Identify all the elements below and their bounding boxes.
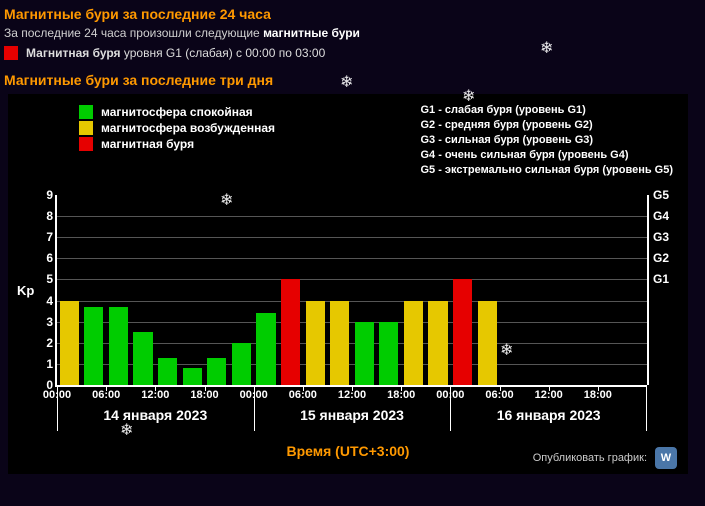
bar: [158, 358, 177, 385]
publish-label: Опубликовать график:: [533, 452, 647, 464]
y-tick-label: 2: [35, 336, 53, 350]
gridline: [57, 216, 647, 217]
bar: [207, 358, 226, 385]
bar: [330, 301, 349, 385]
subtitle-24h-pre: За последние 24 часа произошли следующие: [4, 26, 263, 40]
x-tick-label: 18:00: [584, 389, 612, 401]
legend-label-storm: магнитная буря: [101, 137, 194, 151]
legend-label-excited: магнитосфера возбужденная: [101, 121, 275, 135]
bar: [256, 313, 275, 385]
gridline: [57, 322, 647, 323]
bar: [183, 368, 202, 385]
gridline: [57, 279, 647, 280]
y-tick-label: 9: [35, 188, 53, 202]
page-root: Магнитные бури за последние 24 часа За п…: [0, 0, 705, 506]
legend-swatch-calm: [79, 105, 93, 119]
legend: магнитосфера спокойная магнитосфера возб…: [79, 103, 275, 153]
event-swatch-storm: [4, 46, 18, 60]
y-tick-label: 3: [35, 315, 53, 329]
chart-panel: магнитосфера спокойная магнитосфера возб…: [8, 94, 688, 474]
day-label: 14 января 2023: [103, 407, 207, 423]
bar: [306, 301, 325, 385]
bar: [428, 301, 447, 385]
event-rest: уровня G1 (слабая) с 00:00 по 03:00: [121, 46, 326, 60]
bar: [60, 301, 79, 385]
x-tick-label: 06:00: [289, 389, 317, 401]
scale-g2: G2 - средняя буря (уровень G2): [420, 118, 673, 133]
bar: [379, 322, 398, 385]
legend-swatch-excited: [79, 121, 93, 135]
scale-g5: G5 - экстремально сильная буря (уровень …: [420, 163, 673, 178]
x-tick-label: 06:00: [485, 389, 513, 401]
day-label: 16 января 2023: [497, 407, 601, 423]
g-scale-description: G1 - слабая буря (уровень G1) G2 - средн…: [420, 103, 673, 178]
bar: [478, 301, 497, 385]
kp-axis-label: Kp: [17, 283, 34, 298]
x-tick-label: 06:00: [92, 389, 120, 401]
vk-share-button[interactable]: W: [655, 447, 677, 469]
bar: [232, 343, 251, 385]
scale-g4: G4 - очень сильная буря (уровень G4): [420, 148, 673, 163]
g-tick-label: G1: [653, 272, 677, 286]
x-tick-label: 18:00: [387, 389, 415, 401]
g-tick-label: G5: [653, 188, 677, 202]
plot-area: 0123456789G1G2G3G4G500:0006:0012:0018:00…: [55, 195, 647, 387]
g-tick-label: G2: [653, 251, 677, 265]
bar: [133, 332, 152, 385]
y-tick-label: 6: [35, 251, 53, 265]
x-tick-label: 12:00: [141, 389, 169, 401]
right-axis-line: [647, 195, 649, 385]
bar: [109, 307, 128, 385]
event-bold: Магнитная буря: [26, 46, 121, 60]
day-separator: [57, 385, 58, 431]
y-tick-label: 4: [35, 294, 53, 308]
y-tick-label: 7: [35, 230, 53, 244]
y-tick-label: 8: [35, 209, 53, 223]
subtitle-24h: За последние 24 часа произошли следующие…: [0, 24, 705, 42]
bar: [281, 279, 300, 385]
x-tick-label: 18:00: [190, 389, 218, 401]
subtitle-24h-bold: магнитные бури: [263, 26, 360, 40]
day-separator: [254, 385, 255, 431]
y-tick-label: 5: [35, 272, 53, 286]
y-tick-label: 1: [35, 357, 53, 371]
scale-g3: G3 - сильная буря (уровень G3): [420, 133, 673, 148]
storm-event-row: Магнитная буря уровня G1 (слабая) с 00:0…: [0, 42, 705, 66]
bar: [453, 279, 472, 385]
gridline: [57, 237, 647, 238]
event-text: Магнитная буря уровня G1 (слабая) с 00:0…: [26, 46, 325, 60]
gridline: [57, 258, 647, 259]
legend-row-calm: магнитосфера спокойная: [79, 105, 275, 119]
day-separator: [450, 385, 451, 431]
bar: [355, 322, 374, 385]
day-label: 15 января 2023: [300, 407, 404, 423]
legend-row-excited: магнитосфера возбужденная: [79, 121, 275, 135]
x-tick-mark: [646, 385, 647, 391]
title-24h: Магнитные бури за последние 24 часа: [0, 0, 705, 24]
legend-swatch-storm: [79, 137, 93, 151]
chart-footer: Опубликовать график: W: [533, 447, 677, 469]
g-tick-label: G3: [653, 230, 677, 244]
legend-row-storm: магнитная буря: [79, 137, 275, 151]
g-tick-label: G4: [653, 209, 677, 223]
x-tick-label: 12:00: [535, 389, 563, 401]
bar: [84, 307, 103, 385]
gridline: [57, 301, 647, 302]
scale-g1: G1 - слабая буря (уровень G1): [420, 103, 673, 118]
legend-label-calm: магнитосфера спокойная: [101, 105, 253, 119]
title-3d: Магнитные бури за последние три дня: [0, 66, 705, 90]
x-tick-label: 12:00: [338, 389, 366, 401]
day-separator: [646, 385, 647, 431]
bar: [404, 301, 423, 385]
